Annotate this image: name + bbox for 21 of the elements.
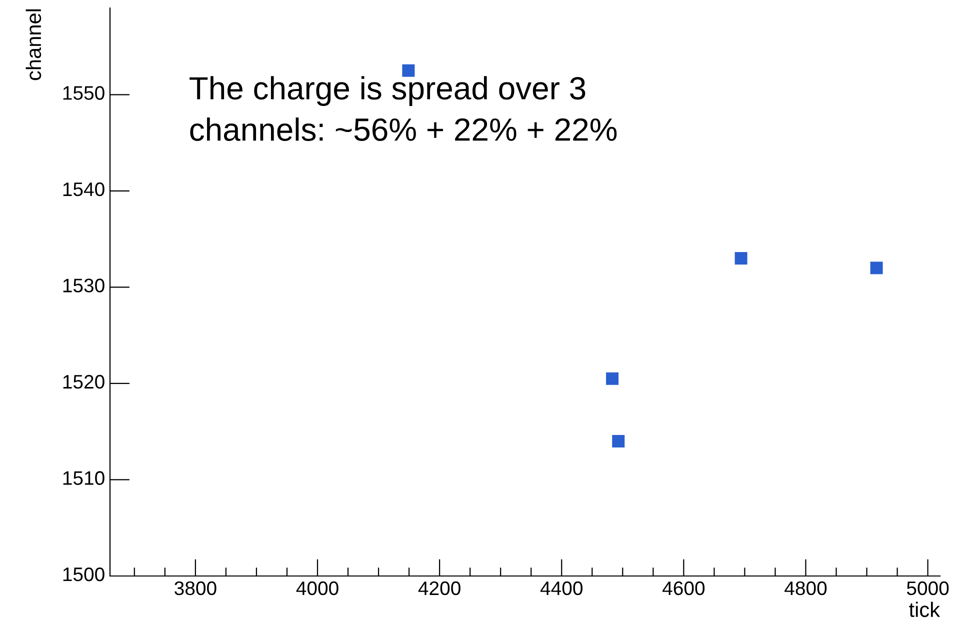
- x-tick-label: 4400: [540, 581, 582, 596]
- y-axis-title: channel: [26, 9, 42, 80]
- point: [402, 64, 415, 77]
- point: [612, 434, 625, 448]
- x-tick-label: 3800: [174, 581, 216, 596]
- point: [606, 372, 619, 385]
- y-tick-label: 1530: [63, 278, 104, 292]
- y-tick-label: 1520: [63, 374, 104, 389]
- x-tick-label: 4600: [662, 581, 705, 596]
- x-tick-label: 4800: [784, 581, 827, 596]
- x-axis-title: tick: [909, 602, 940, 618]
- annotation: The charge is spread over 3 channels: ~56% + 22% + 22%: [190, 76, 617, 141]
- y-tick-label: 1500: [63, 567, 104, 582]
- point: [734, 252, 748, 265]
- x-tick-label: 4200: [418, 581, 460, 596]
- x-tick-label: 5000: [906, 581, 949, 596]
- point: [870, 262, 883, 274]
- y-tick-label: 1550: [63, 86, 104, 100]
- x-tick-label: 4000: [296, 581, 338, 596]
- y-tick-label: 1540: [63, 182, 104, 196]
- y-tick-label: 1510: [63, 471, 104, 485]
